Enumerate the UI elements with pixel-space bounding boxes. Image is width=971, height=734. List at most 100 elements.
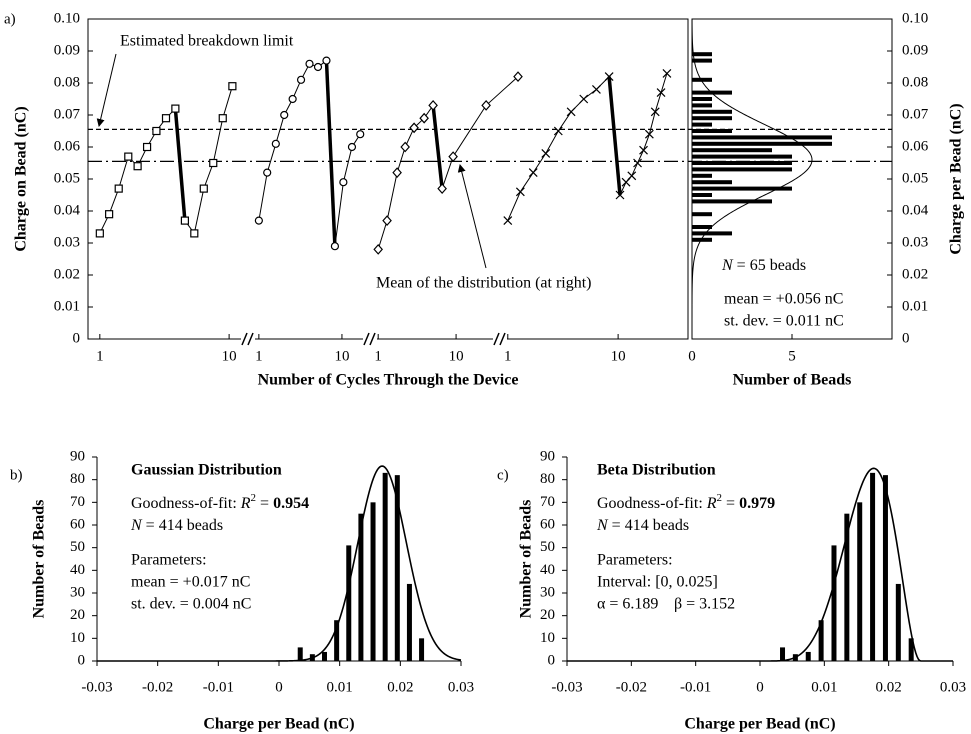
bar xyxy=(692,212,712,217)
x-axis-label: Number of Beads xyxy=(733,372,852,389)
marker xyxy=(161,114,171,123)
note-part: = 414 beads xyxy=(142,517,223,534)
marker xyxy=(305,59,314,68)
fit-curve xyxy=(691,18,813,339)
x-tick-label: 0.01 xyxy=(811,679,837,695)
x-axis-label: Number of Cycles Through the Device xyxy=(258,372,519,389)
y-axis-label: Number of Beads xyxy=(31,500,48,619)
fit-curve xyxy=(97,465,462,662)
x-tick-label: 10 xyxy=(334,348,349,364)
note-part: 2 xyxy=(251,492,257,504)
x-tick-label: 1 xyxy=(255,348,263,364)
bar xyxy=(692,135,832,140)
axis-break xyxy=(241,332,507,346)
marker xyxy=(428,99,438,111)
annotation-arrow xyxy=(96,53,117,127)
bar xyxy=(370,502,376,661)
marker xyxy=(579,94,589,104)
marker xyxy=(513,71,523,83)
marker xyxy=(124,152,133,161)
x-tick-label: -0.01 xyxy=(203,679,234,695)
y-tick-label: 0.04 xyxy=(902,202,929,218)
marker xyxy=(322,56,331,65)
x-axis-label: Charge per Bead (nC) xyxy=(684,716,835,733)
bar xyxy=(346,545,352,661)
y-tick-label: 60 xyxy=(70,516,85,532)
marker xyxy=(263,168,272,177)
marker xyxy=(481,99,491,111)
y-tick-label: 0.03 xyxy=(54,234,80,250)
x-tick-label: 0 xyxy=(756,679,764,695)
y-tick-label: 0.09 xyxy=(902,42,928,58)
y-tick-label: 40 xyxy=(540,562,555,578)
bar xyxy=(844,513,850,661)
x-tick-label: 1 xyxy=(504,348,512,364)
marker xyxy=(627,171,637,181)
y-tick-label: 50 xyxy=(540,539,555,555)
note-part: = 65 beads xyxy=(733,257,806,274)
y-tick-label: 0.05 xyxy=(54,170,80,186)
bar xyxy=(692,129,732,133)
y-tick-label: 30 xyxy=(70,584,85,600)
note: Goodness-of-fit: R2 = 0.954 xyxy=(131,492,309,512)
bar xyxy=(692,199,772,204)
note: Parameters: xyxy=(131,552,207,569)
x-tick-label: 1 xyxy=(374,348,382,364)
bar xyxy=(908,638,914,661)
bar xyxy=(692,97,712,101)
discharge-line xyxy=(324,60,337,247)
bar xyxy=(692,58,712,63)
discharge-line xyxy=(431,105,444,189)
marker xyxy=(171,104,180,113)
marker xyxy=(152,126,161,136)
x-tick-label: 0.01 xyxy=(327,679,353,695)
bar xyxy=(406,583,412,661)
marker xyxy=(515,187,525,197)
bar xyxy=(692,52,712,57)
y-tick-label: 0.05 xyxy=(902,170,928,186)
marker xyxy=(254,216,263,225)
bar xyxy=(692,173,712,178)
marker xyxy=(400,141,410,153)
bar xyxy=(870,472,876,661)
series-line xyxy=(258,59,361,247)
marker xyxy=(448,151,458,163)
bar xyxy=(692,122,712,127)
marker xyxy=(656,88,666,98)
y-tick-label: 0.07 xyxy=(902,106,929,122)
y-tick-label: 70 xyxy=(540,494,555,510)
y-tick-label: 40 xyxy=(70,562,85,578)
y-tick-label: 0.01 xyxy=(54,298,80,314)
bar xyxy=(692,116,732,121)
x-axis-label: Charge per Bead (nC) xyxy=(203,716,354,733)
note: Parameters: xyxy=(597,552,673,569)
x-tick-label: 0 xyxy=(275,679,283,695)
note: Beta Distribution xyxy=(597,462,716,479)
marker xyxy=(133,162,142,171)
note: β = 3.152 xyxy=(674,596,735,613)
marker xyxy=(296,75,306,84)
panel-label: a) xyxy=(4,11,16,27)
y-tick-label: 80 xyxy=(540,471,555,487)
y-tick-label: 0.01 xyxy=(902,298,928,314)
x-tick-label: 10 xyxy=(611,348,626,364)
note-part: = xyxy=(256,495,273,512)
marker xyxy=(566,107,576,117)
y-axis-label: Number of Beads xyxy=(518,500,535,619)
bar xyxy=(334,620,340,661)
bar xyxy=(805,651,811,661)
note: N = 65 beads xyxy=(721,257,806,274)
panel-label: c) xyxy=(497,467,509,483)
marker xyxy=(347,142,357,152)
marker xyxy=(633,158,642,168)
x-tick-label: -0.02 xyxy=(142,679,173,695)
marker xyxy=(105,210,114,219)
x-tick-label: 0.03 xyxy=(448,679,474,695)
y-tick-label: 0.06 xyxy=(902,138,929,154)
note-part: Goodness-of-fit: xyxy=(131,495,241,512)
bar xyxy=(895,583,901,661)
marker xyxy=(218,114,227,123)
y-tick-label: 30 xyxy=(540,584,555,600)
marker xyxy=(288,94,297,104)
